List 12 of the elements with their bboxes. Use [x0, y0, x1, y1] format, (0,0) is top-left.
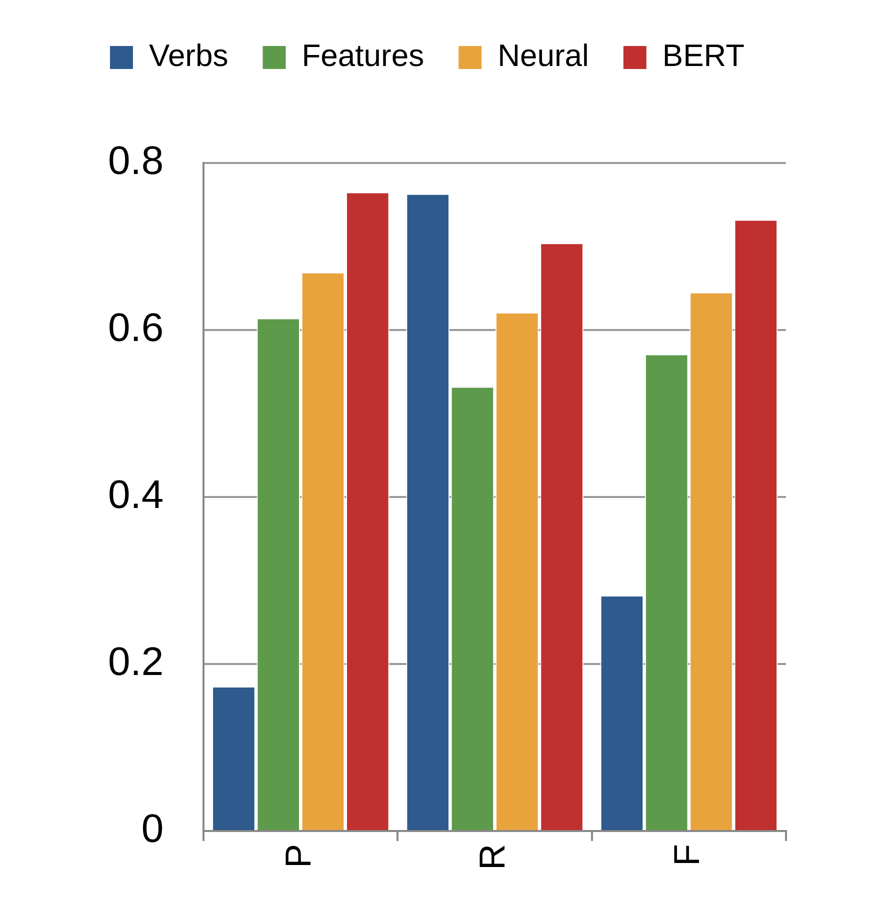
y-tick-label: 0.4 — [108, 473, 164, 518]
y-tick-label: 0.6 — [108, 306, 164, 350]
legend-label: Verbs — [148, 38, 228, 74]
legend-label: BERT — [662, 38, 745, 74]
y-tick-label: 0.2 — [108, 640, 164, 684]
legend-label: Neural — [498, 38, 589, 74]
x-tick-label: R — [472, 844, 513, 870]
x-tick-label: P — [278, 844, 319, 868]
y-tick-label: 0.8 — [108, 139, 164, 184]
y-tick-label: 0 — [141, 807, 164, 852]
x-tick-label: F — [666, 844, 707, 866]
legend-label: Features — [302, 38, 424, 74]
